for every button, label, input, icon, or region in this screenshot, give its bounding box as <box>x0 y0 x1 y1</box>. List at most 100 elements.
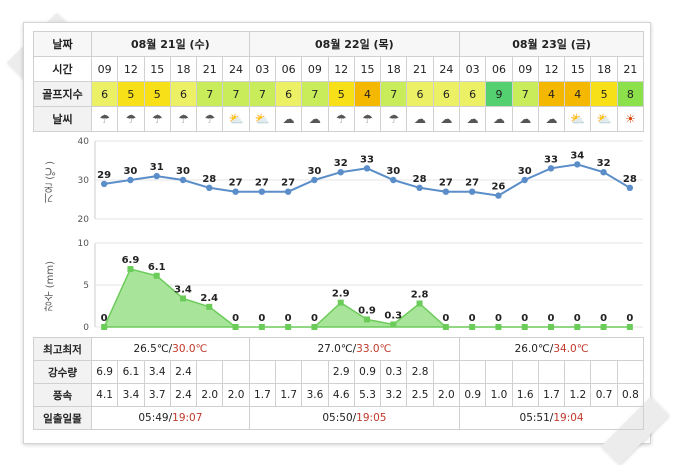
cloud-icon: ☁ <box>519 112 532 126</box>
max-temp: 30.0℃ <box>172 343 208 355</box>
wind-cell: 1.0 <box>485 383 513 407</box>
sun-cloud-icon: ⛅ <box>254 112 270 126</box>
precipitation-chart-svg: 0 5 10 0 6.9 6.1 3.4 2.4 0 0 0 0 2.9 0.9 0.3 2.8 0 0 0 0 0 0 0… <box>78 239 643 333</box>
temp-point <box>468 188 476 195</box>
min-max-row: 최고최저 26.5℃/30.0℃ 27.0℃/33.0℃ 26.0℃/34.0℃ <box>33 337 645 361</box>
time-cell: 03 <box>248 56 276 82</box>
time-cell: 24 <box>222 56 250 82</box>
min-temp: 26.0℃ <box>514 343 550 355</box>
day-header: 08월 22일 (목) <box>248 31 461 57</box>
rainfall-cell: 2.9 <box>327 360 355 384</box>
rain-point <box>311 324 318 330</box>
rainfall-cell <box>248 360 277 384</box>
sunrise-sunset-cell: 05:49/19:07 <box>91 406 250 430</box>
temp-point <box>127 176 134 184</box>
sun-icon: ☀ <box>625 112 636 126</box>
rain-point <box>442 324 449 330</box>
min-max-label: 최고최저 <box>33 337 92 361</box>
temp-value-label: 28 <box>413 174 427 185</box>
temp-point <box>179 176 187 184</box>
temp-point <box>574 161 581 168</box>
sunset-time: 19:07 <box>172 412 203 424</box>
time-cell: 18 <box>590 56 618 82</box>
rain-point <box>180 295 186 302</box>
min-max-cell: 27.0℃/33.0℃ <box>248 337 461 361</box>
time-cell: 15 <box>564 56 592 82</box>
weather-cell: ☂ <box>380 106 408 132</box>
time-cell: 09 <box>90 56 119 82</box>
temp-value-label: 27 <box>255 178 269 189</box>
rainfall-cell <box>275 360 303 384</box>
rain-point <box>285 324 292 330</box>
wind-cell: 1.2 <box>564 383 592 407</box>
golf-index-cell: 9 <box>485 81 513 107</box>
rainfall-cell: 6.1 <box>117 360 145 384</box>
rain-value-label: 0 <box>258 313 265 324</box>
time-cell: 21 <box>616 56 645 82</box>
day-header: 08월 21일 (수) <box>91 31 250 57</box>
temp-value-label: 30 <box>386 166 400 177</box>
y-tick-label: 20 <box>78 215 90 225</box>
temp-value-label: 27 <box>465 178 479 189</box>
time-cell: 18 <box>169 56 198 82</box>
rain-point <box>258 324 265 330</box>
time-cell: 09 <box>301 56 329 82</box>
rainfall-cell <box>432 360 461 384</box>
day-header: 08월 23일 (금) <box>459 31 645 57</box>
golf-index-cell: 4 <box>537 81 566 107</box>
golf-index-cell: 8 <box>616 81 645 107</box>
temp-point <box>100 180 108 188</box>
cloud-icon: ☁ <box>466 112 479 126</box>
date-row: 날짜 08월 21일 (수) 08월 22일 (목) 08월 23일 (금) <box>33 31 645 57</box>
weather-cell: ☁ <box>485 106 513 132</box>
rain-value-label: 0 <box>469 313 476 324</box>
temp-value-label: 30 <box>123 166 137 177</box>
wind-cell: 3.2 <box>380 383 408 407</box>
weather-cell: ☂ <box>143 106 171 132</box>
weather-cell: ☂ <box>117 106 145 132</box>
temp-point <box>284 188 292 195</box>
separator: / <box>352 343 357 355</box>
temp-point <box>495 192 502 199</box>
sunrise-time: 05:50 <box>322 412 353 424</box>
rain-value-label: 0.9 <box>358 305 376 316</box>
golf-index-cell: 6 <box>169 81 198 107</box>
sunrise-sunset-row: 일출일몰 05:49/19:07 05:50/19:05 05:51/19:04 <box>33 406 645 430</box>
wind-cell: 0.9 <box>459 383 487 407</box>
rainfall-cell <box>616 360 645 384</box>
time-cell: 03 <box>459 56 487 82</box>
rainfall-cell <box>564 360 592 384</box>
wind-cell: 1.7 <box>248 383 277 407</box>
weather-row: 날씨 ☂ ☂ ☂ ☂ ☂ ⛅ ⛅ ☁ ☁ ☂ ☂ ☂ ☁ ☁ ☁ ☁ ☁ ☁ ⛅ ⛅ ☀ <box>33 106 645 132</box>
rain-point <box>548 324 554 330</box>
time-cell: 21 <box>196 56 224 82</box>
weather-label: 날씨 <box>33 106 92 132</box>
date-label: 날짜 <box>33 31 92 57</box>
temp-value-label: 28 <box>623 174 637 185</box>
sun-cloud-icon: ⛅ <box>570 112 586 126</box>
time-cell: 18 <box>380 56 408 82</box>
time-cell: 06 <box>485 56 513 82</box>
rain-point <box>337 299 344 306</box>
rain-point <box>626 324 633 330</box>
wind-cell: 5.3 <box>353 383 382 407</box>
separator: / <box>549 343 554 355</box>
cloud-rain-icon: ☂ <box>362 112 373 126</box>
sun-cloud-icon: ⛅ <box>228 112 244 126</box>
rainfall-cell: 3.4 <box>143 360 171 384</box>
temp-value-label: 30 <box>518 166 532 177</box>
wind-cell: 0.7 <box>590 383 618 407</box>
cloud-icon: ☁ <box>308 112 321 126</box>
weather-cell: ⛅ <box>222 106 250 132</box>
y-tick-label: 40 <box>78 137 90 147</box>
golf-index-cell: 4 <box>564 81 592 107</box>
temp-value-label: 30 <box>307 166 321 177</box>
rain-point <box>390 321 397 328</box>
golf-index-cell: 6 <box>274 81 303 107</box>
rain-value-label: 0 <box>495 313 502 324</box>
golf-index-cell: 6 <box>432 81 461 107</box>
rain-value-label: 0 <box>521 313 528 324</box>
cloud-rain-icon: ☂ <box>335 112 347 126</box>
wind-cell: 4.6 <box>327 383 355 407</box>
time-cell: 15 <box>353 56 382 82</box>
